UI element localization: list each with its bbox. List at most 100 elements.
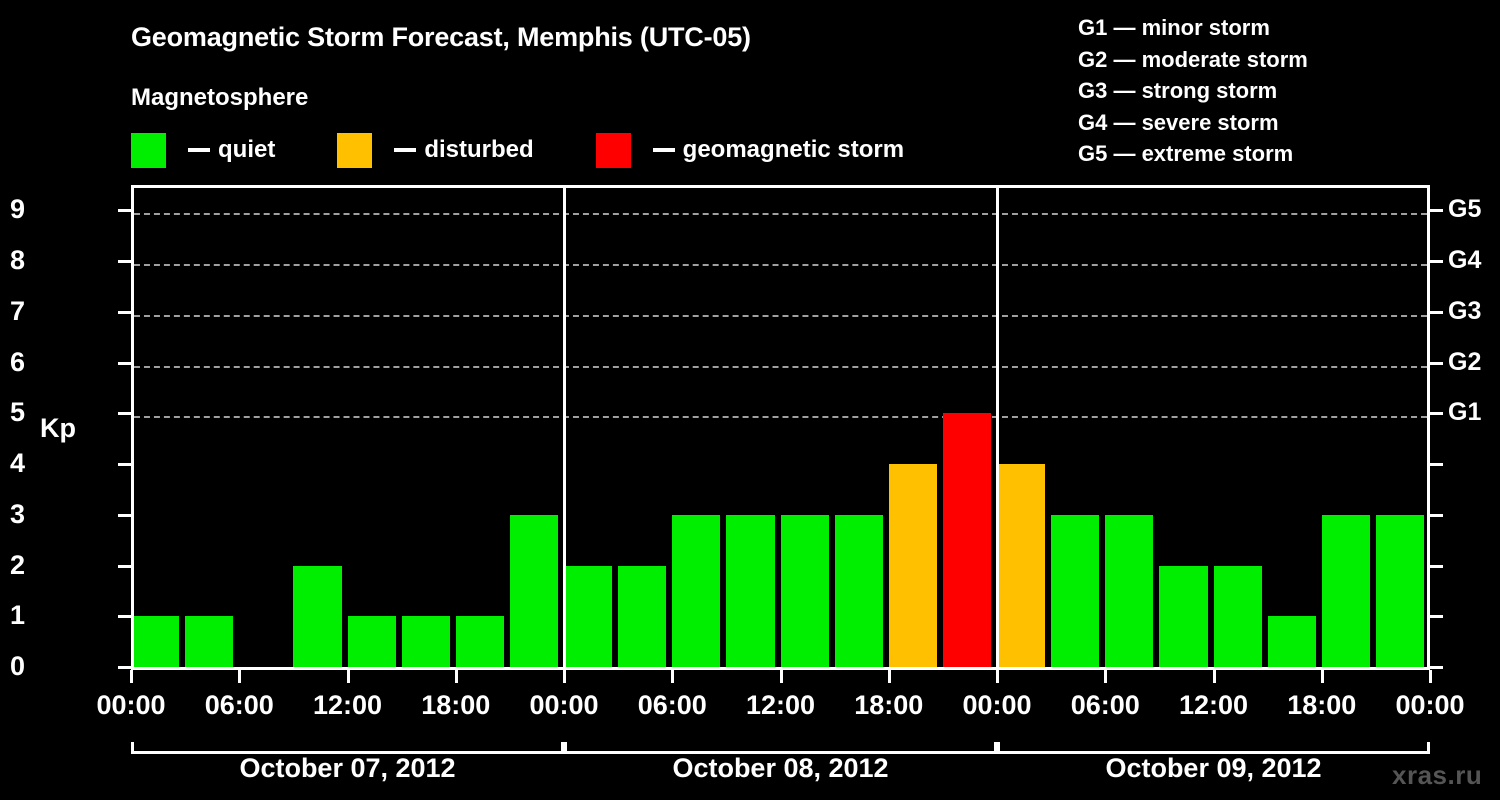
x-tick-label-1: 06:00 <box>204 690 274 720</box>
x-tick-mark-3 <box>454 670 458 683</box>
bar <box>942 413 991 667</box>
gridline-kp-8 <box>134 264 1427 267</box>
day-bracket-1 <box>131 742 564 754</box>
legend-entry: geomagnetic storm <box>595 132 905 168</box>
y-tick-mark-9 <box>118 209 131 213</box>
y-tick-mark-right-8 <box>1430 260 1443 264</box>
day-bracket-2 <box>564 742 997 754</box>
bar-series <box>134 188 1427 667</box>
bar <box>1375 514 1424 667</box>
red-swatch <box>595 132 631 168</box>
x-tick-mark-12 <box>1429 670 1432 683</box>
y-tick-mark-right-9 <box>1430 209 1443 213</box>
x-tick-mark-8 <box>996 670 999 683</box>
x-tick-label-8: 00:00 <box>962 690 1032 720</box>
x-tick-label-12: 00:00 <box>1395 690 1465 720</box>
bar <box>618 565 667 667</box>
g-scale-legend: G1 — minor storm G2 — moderate storm G3 — … <box>1078 12 1308 170</box>
bar <box>726 514 775 667</box>
x-tick-label-3: 18:00 <box>421 690 491 720</box>
y-tick-label-5: 5 <box>9 397 25 428</box>
g-legend-row-2: G2 — moderate storm <box>1078 46 1308 72</box>
y-tick-mark-right-1 <box>1430 615 1443 619</box>
bar <box>780 514 829 667</box>
color-legend: quiet disturbed geomagnetic storm <box>131 132 904 168</box>
y-tick-label-4: 4 <box>9 448 25 479</box>
g-tick-label-G1: G1 <box>1448 398 1482 427</box>
x-tick-mark-11 <box>1320 670 1324 683</box>
x-tick-label-5: 06:00 <box>637 690 707 720</box>
bar <box>1159 565 1208 667</box>
g-legend-row-5: G5 — extreme storm <box>1078 141 1294 166</box>
bar <box>1321 514 1370 667</box>
y-tick-label-6: 6 <box>9 346 25 377</box>
x-tick-label-0: 00:00 <box>96 690 166 720</box>
bar <box>1051 514 1100 667</box>
day-label-1: October 07, 2012 <box>239 753 456 783</box>
x-tick-mark-5 <box>671 670 675 683</box>
x-tick-mark-6 <box>779 670 783 683</box>
bar <box>564 565 613 667</box>
bar <box>455 616 504 667</box>
bar <box>347 616 396 667</box>
y-tick-mark-1 <box>118 615 131 619</box>
bar <box>997 464 1046 667</box>
y-tick-mark-right-3 <box>1430 513 1443 517</box>
y-tick-mark-right-6 <box>1430 361 1443 365</box>
legend-label: disturbed <box>424 136 534 163</box>
x-tick-mark-2 <box>346 670 350 683</box>
y-tick-mark-4 <box>118 463 131 467</box>
plot-area <box>131 185 1430 670</box>
g-tick-label-G4: G4 <box>1448 246 1482 275</box>
g-legend-row-3: G3 — strong storm <box>1078 78 1278 103</box>
x-tick-label-10: 12:00 <box>1178 690 1249 720</box>
x-tick-mark-7 <box>887 670 891 683</box>
green-swatch <box>131 132 166 168</box>
bar <box>401 616 450 667</box>
legend-label: geomagnetic storm <box>682 136 905 163</box>
y-tick-mark-8 <box>118 260 131 264</box>
gridline-kp-7 <box>134 314 1427 317</box>
bar <box>509 514 558 667</box>
g-tick-label-G2: G2 <box>1448 347 1482 376</box>
y-tick-mark-7 <box>118 310 131 314</box>
page-title: Geomagnetic Storm Forecast, Memphis (UTC… <box>131 22 751 52</box>
x-tick-label-2: 12:00 <box>312 690 383 720</box>
gridline-kp-9 <box>134 213 1427 216</box>
x-tick-mark-4 <box>563 670 566 683</box>
y-tick-label-0: 0 <box>9 651 25 681</box>
legend-entry: disturbed <box>337 132 534 168</box>
x-tick-label-7: 18:00 <box>854 690 924 720</box>
bar <box>834 514 883 667</box>
legend-dash-icon <box>188 148 210 152</box>
bar <box>1267 616 1316 667</box>
y-tick-mark-0 <box>118 666 131 669</box>
x-tick-label-4: 00:00 <box>529 690 599 720</box>
y-tick-mark-right-5 <box>1430 412 1443 416</box>
day-dividers <box>134 188 1427 667</box>
orange-swatch <box>337 132 373 168</box>
x-tick-mark-0 <box>130 670 133 683</box>
bar <box>1213 565 1262 667</box>
legend-entry: quiet <box>131 132 276 168</box>
y-tick-mark-5 <box>118 412 131 416</box>
y-tick-mark-right-7 <box>1430 310 1443 314</box>
bar <box>672 514 721 667</box>
y-tick-mark-right-4 <box>1430 463 1443 467</box>
g-tick-label-G3: G3 <box>1448 296 1482 325</box>
g-legend-row-4: G4 — severe storm <box>1078 109 1279 135</box>
y-tick-label-2: 2 <box>9 549 25 580</box>
y-tick-label-9: 9 <box>9 194 25 225</box>
x-tick-mark-1 <box>238 670 242 683</box>
y-tick-mark-right-0 <box>1430 666 1443 669</box>
legend-label: quiet <box>218 136 276 163</box>
x-tick-mark-10 <box>1212 670 1216 683</box>
x-tick-mark-9 <box>1104 670 1108 683</box>
day-divider-1 <box>563 188 566 667</box>
x-tick-label-9: 06:00 <box>1070 690 1140 720</box>
legend-dash-icon <box>394 148 417 152</box>
gridline-kp-6 <box>134 365 1427 368</box>
x-tick-label-11: 18:00 <box>1287 690 1357 720</box>
y-tick-label-8: 8 <box>9 245 25 276</box>
bar <box>1105 514 1154 667</box>
